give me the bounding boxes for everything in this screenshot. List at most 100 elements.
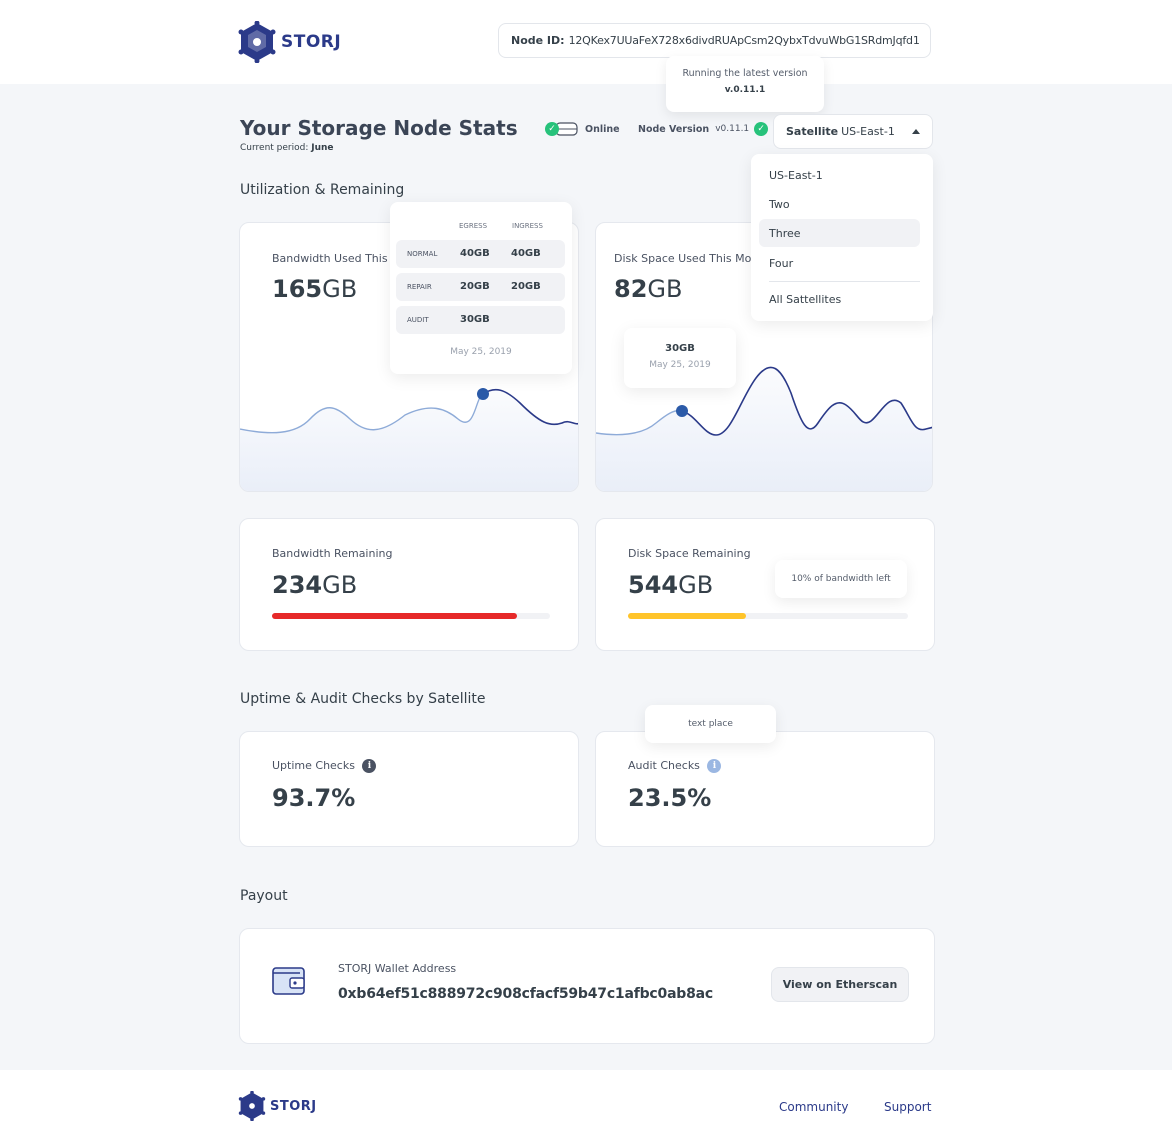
bandwidth-used-label: Bandwidth Used This Month [272, 252, 426, 265]
logo-text: STORJ [281, 32, 342, 52]
audit-card: Audit Checks i 23.5% [595, 731, 935, 847]
node-id-value: 12QKex7UUaFeX728x6divdRUApCsm2QybxTdvuWb… [568, 34, 920, 47]
satellite-dropdown: US-East-1 Two Three Four All Sattellites [751, 154, 933, 321]
disk-remaining-bar [628, 613, 908, 619]
disk-chart-line [681, 366, 932, 436]
version-tooltip-version: v.0.11.1 [724, 85, 766, 95]
bandwidth-breakdown-tooltip: EGRESS INGRESS NORMAL 40GB 40GB REPAIR 2… [390, 202, 572, 374]
node-id-label: Node ID: [511, 34, 565, 47]
satellite-option-all[interactable]: All Sattellites [769, 292, 842, 306]
section-title-utilization: Utilization & Remaining [240, 182, 405, 198]
period-label: Current period: [240, 143, 309, 153]
satellite-option-highlighted[interactable]: Three [759, 219, 920, 247]
storj-logo-icon [238, 1091, 266, 1121]
tooltip-row: AUDIT 30GB [396, 306, 565, 334]
col-ingress: INGRESS [512, 222, 543, 230]
storj-logo[interactable]: STORJ [238, 21, 341, 63]
footer-logo-text: STORJ [270, 1098, 317, 1114]
satellite-label: Satellite [786, 125, 839, 138]
node-id-box[interactable]: Node ID: 12QKex7UUaFeX728x6divdRUApCsm2Q… [498, 23, 931, 58]
bandwidth-chart-point[interactable] [477, 388, 489, 400]
bandwidth-chart[interactable] [240, 223, 579, 492]
header: STORJ Node ID: 12QKex7UUaFeX728x6divdRUA… [0, 0, 1172, 84]
disk-chart[interactable] [596, 223, 933, 492]
node-version-label: Node Version [638, 123, 710, 135]
version-tooltip-text: Running the latest version [682, 68, 808, 79]
uptime-card: Uptime Checks i 93.7% [239, 731, 579, 847]
bandwidth-used-number: 165 [272, 275, 323, 303]
section-title-uptime: Uptime & Audit Checks by Satellite [240, 691, 486, 707]
disk-used-label: Disk Space Used This Month [614, 252, 770, 265]
footer: STORJ [0, 1070, 1172, 1141]
tooltip-arrow [704, 743, 716, 749]
row-ingress: 40GB [511, 248, 541, 259]
row-label: AUDIT [407, 316, 429, 324]
bandwidth-chart-line-past [240, 393, 484, 434]
audit-label-row: Audit Checks i [628, 759, 722, 773]
bandwidth-remaining-bar [272, 613, 550, 619]
version-tooltip: Running the latest version v.0.11.1 [666, 56, 824, 112]
disk-remaining-bar-fill [628, 613, 746, 619]
tooltip-arrow [835, 598, 847, 604]
disk-point-tooltip: 30GB May 25, 2019 [624, 328, 736, 388]
wallet-address[interactable]: 0xb64ef51c888972c908cfacf59b47c1afbc0ab8… [338, 986, 714, 1002]
row-label: NORMAL [407, 250, 438, 258]
audit-tooltip: text place [645, 705, 776, 743]
disk-remaining-card: Disk Space Remaining 544GB [595, 518, 935, 651]
bandwidth-remaining-unit: GB [322, 571, 358, 599]
bandwidth-used-value: 165GB [272, 275, 357, 303]
satellite-select[interactable]: Satellite US-East-1 [773, 114, 933, 149]
row-egress: 20GB [460, 281, 490, 292]
bandwidth-used-unit: GB [322, 275, 358, 303]
disk-chart-area [596, 367, 932, 491]
col-egress: EGRESS [459, 222, 488, 230]
uptime-label: Uptime Checks [272, 759, 355, 772]
storj-logo-icon [238, 21, 276, 63]
bandwidth-remaining-card: Bandwidth Remaining 234GB [239, 518, 579, 651]
tooltip-date: May 25, 2019 [450, 347, 512, 357]
disk-chart-line-past [596, 409, 683, 436]
bandwidth-left-tooltip: 10% of bandwidth left [775, 560, 907, 598]
disk-tooltip-value: 30GB [665, 343, 695, 354]
section-title-payout: Payout [240, 888, 288, 904]
disk-remaining-unit: GB [678, 571, 714, 599]
disk-chart-point[interactable] [676, 405, 688, 417]
bandwidth-chart-area [240, 389, 578, 491]
disk-used-number: 82 [614, 275, 648, 303]
disk-used-value: 82GB [614, 275, 682, 303]
satellite-option[interactable]: Four [769, 256, 794, 270]
audit-value: 23.5% [628, 784, 712, 812]
disk-tooltip-date: May 25, 2019 [649, 360, 711, 370]
online-label: Online [585, 123, 620, 135]
version-check-icon[interactable]: ✓ [754, 122, 769, 136]
wallet-icon [272, 967, 305, 995]
bandwidth-remaining-bar-fill [272, 613, 517, 619]
satellite-option[interactable]: US-East-1 [769, 168, 823, 182]
online-status: ✓ Online [545, 122, 620, 136]
view-etherscan-button[interactable]: View on Etherscan [771, 967, 909, 1002]
bandwidth-remaining-label: Bandwidth Remaining [272, 547, 393, 560]
info-icon[interactable]: i [362, 759, 377, 773]
row-egress: 40GB [460, 248, 490, 259]
audit-label: Audit Checks [628, 759, 700, 772]
info-icon[interactable]: i [707, 759, 722, 773]
footer-logo[interactable]: STORJ [238, 1091, 317, 1121]
bandwidth-remaining-number: 234 [272, 571, 323, 599]
caret-up-icon [912, 129, 920, 134]
dropdown-divider [769, 281, 920, 282]
row-ingress: 20GB [511, 281, 541, 292]
node-version-status: Node Version v0.11.1 ✓ [638, 122, 769, 136]
tooltip-row: REPAIR 20GB 20GB [396, 273, 565, 301]
wallet-label: STORJ Wallet Address [338, 962, 457, 975]
satellite-option[interactable]: Two [769, 197, 790, 211]
tooltip-row: NORMAL 40GB 40GB [396, 240, 565, 268]
node-version-value: v0.11.1 [715, 124, 750, 134]
satellite-selected: US-East-1 [841, 125, 895, 138]
bandwidth-remaining-value: 234GB [272, 571, 357, 599]
uptime-value: 93.7% [272, 784, 356, 812]
support-link[interactable]: Support [884, 1100, 932, 1114]
disk-remaining-value: 544GB [628, 571, 713, 599]
uptime-label-row: Uptime Checks i [272, 759, 377, 773]
community-link[interactable]: Community [779, 1100, 849, 1114]
period-value: June [311, 143, 334, 153]
